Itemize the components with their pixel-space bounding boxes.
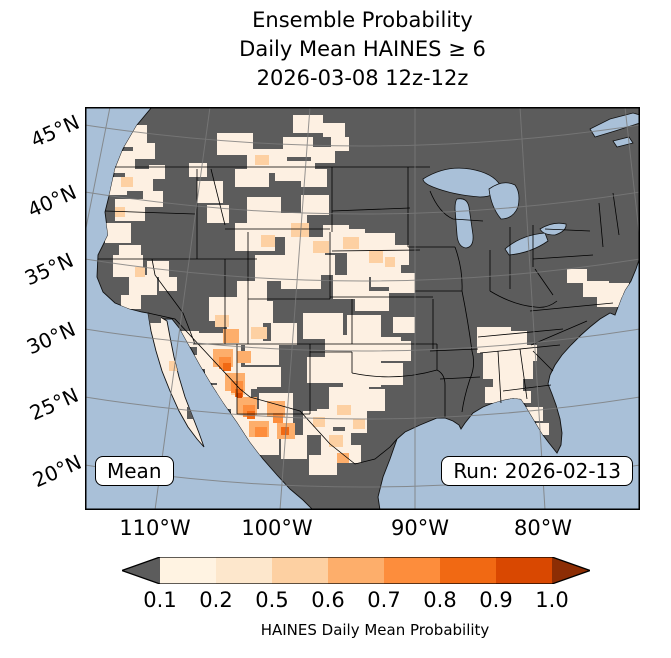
cb-tick-2: 0.5 — [255, 588, 289, 612]
title-line-2: Daily Mean HAINES ≥ 6 — [239, 37, 486, 61]
lon-label-110w: 110°W — [119, 516, 191, 540]
lake-erie — [504, 232, 549, 256]
conus-probability-map — [85, 107, 640, 510]
title-line-1: Ensemble Probability — [252, 8, 473, 32]
lon-label-90w: 90°W — [391, 516, 449, 540]
run-date-box: Run: 2026-02-13 — [441, 456, 633, 486]
colorbar-caption: HAINES Daily Mean Probability — [260, 621, 490, 639]
title-line-3: 2026-03-08 12z-12z — [256, 66, 469, 90]
colorbar-bin-2 — [272, 557, 328, 584]
map-axes — [85, 107, 640, 510]
lat-label-25n: 25°N — [26, 382, 82, 426]
cb-tick-0: 0.1 — [143, 588, 177, 612]
colorbar-bin-0 — [160, 557, 216, 584]
state-borders — [98, 166, 620, 465]
prob-bin-mid-cells — [115, 155, 395, 447]
lon-label-100w: 100°W — [241, 516, 313, 540]
prob-bin-max-cells — [237, 393, 242, 398]
colorbar-bin-5 — [440, 557, 496, 584]
cb-tick-4: 0.7 — [367, 588, 401, 612]
stat-label-box: Mean — [95, 456, 174, 486]
map-frame — [85, 107, 640, 510]
lat-label-20n: 20°N — [29, 449, 85, 493]
colorbar-bin-6 — [496, 557, 552, 584]
cb-tick-1: 0.2 — [199, 588, 233, 612]
cb-tick-3: 0.6 — [311, 588, 345, 612]
colorbar-bin-1 — [216, 557, 272, 584]
gulf-st-lawrence — [589, 112, 640, 138]
lat-label-40n: 40°N — [24, 179, 80, 223]
colorbar-over-arrow — [552, 557, 590, 584]
lat-label-35n: 35°N — [21, 247, 77, 291]
colorbar-bin-4 — [384, 557, 440, 584]
colorbar-under-arrow — [122, 557, 160, 584]
cb-tick-5: 0.8 — [423, 588, 457, 612]
lat-label-30n: 30°N — [23, 316, 79, 360]
lat-label-45n: 45°N — [27, 109, 83, 153]
gridlines — [85, 107, 640, 510]
colorbar-bin-3 — [328, 557, 384, 584]
colorbar — [122, 557, 590, 584]
cb-tick-6: 0.9 — [479, 588, 513, 612]
lon-label-80w: 80°W — [514, 516, 572, 540]
cb-tick-7: 1.0 — [535, 588, 569, 612]
st-lawrence-river — [612, 136, 634, 148]
